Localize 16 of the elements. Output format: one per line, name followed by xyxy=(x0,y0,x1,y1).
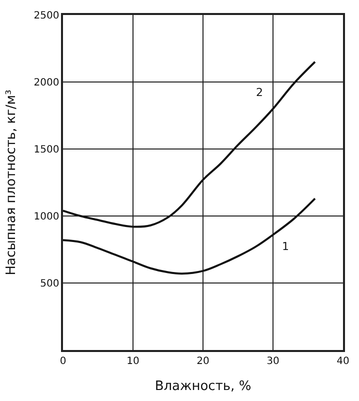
x-tick-label: 30 xyxy=(266,356,280,367)
line-series xyxy=(63,60,316,228)
y-tick-label: 1000 xyxy=(34,212,60,222)
x-tick-label: 0 xyxy=(60,356,66,367)
y-tick-label: 1500 xyxy=(34,144,60,156)
x-tick-label: 10 xyxy=(126,356,140,367)
line-series xyxy=(63,198,316,275)
y-axis-title: Насыпная плотность, кг/м³ xyxy=(4,90,20,276)
x-tick-label: 40 xyxy=(336,356,350,367)
x-axis-title: Влажность, % xyxy=(154,378,252,394)
x-tick-label: 20 xyxy=(196,356,210,367)
series-label: 1 xyxy=(282,240,289,253)
series-label: 2 xyxy=(256,86,263,99)
y-tick-label: 500 xyxy=(40,278,60,290)
y-tick-label: 2000 xyxy=(34,78,60,88)
y-tick-label: 2500 xyxy=(34,10,60,22)
